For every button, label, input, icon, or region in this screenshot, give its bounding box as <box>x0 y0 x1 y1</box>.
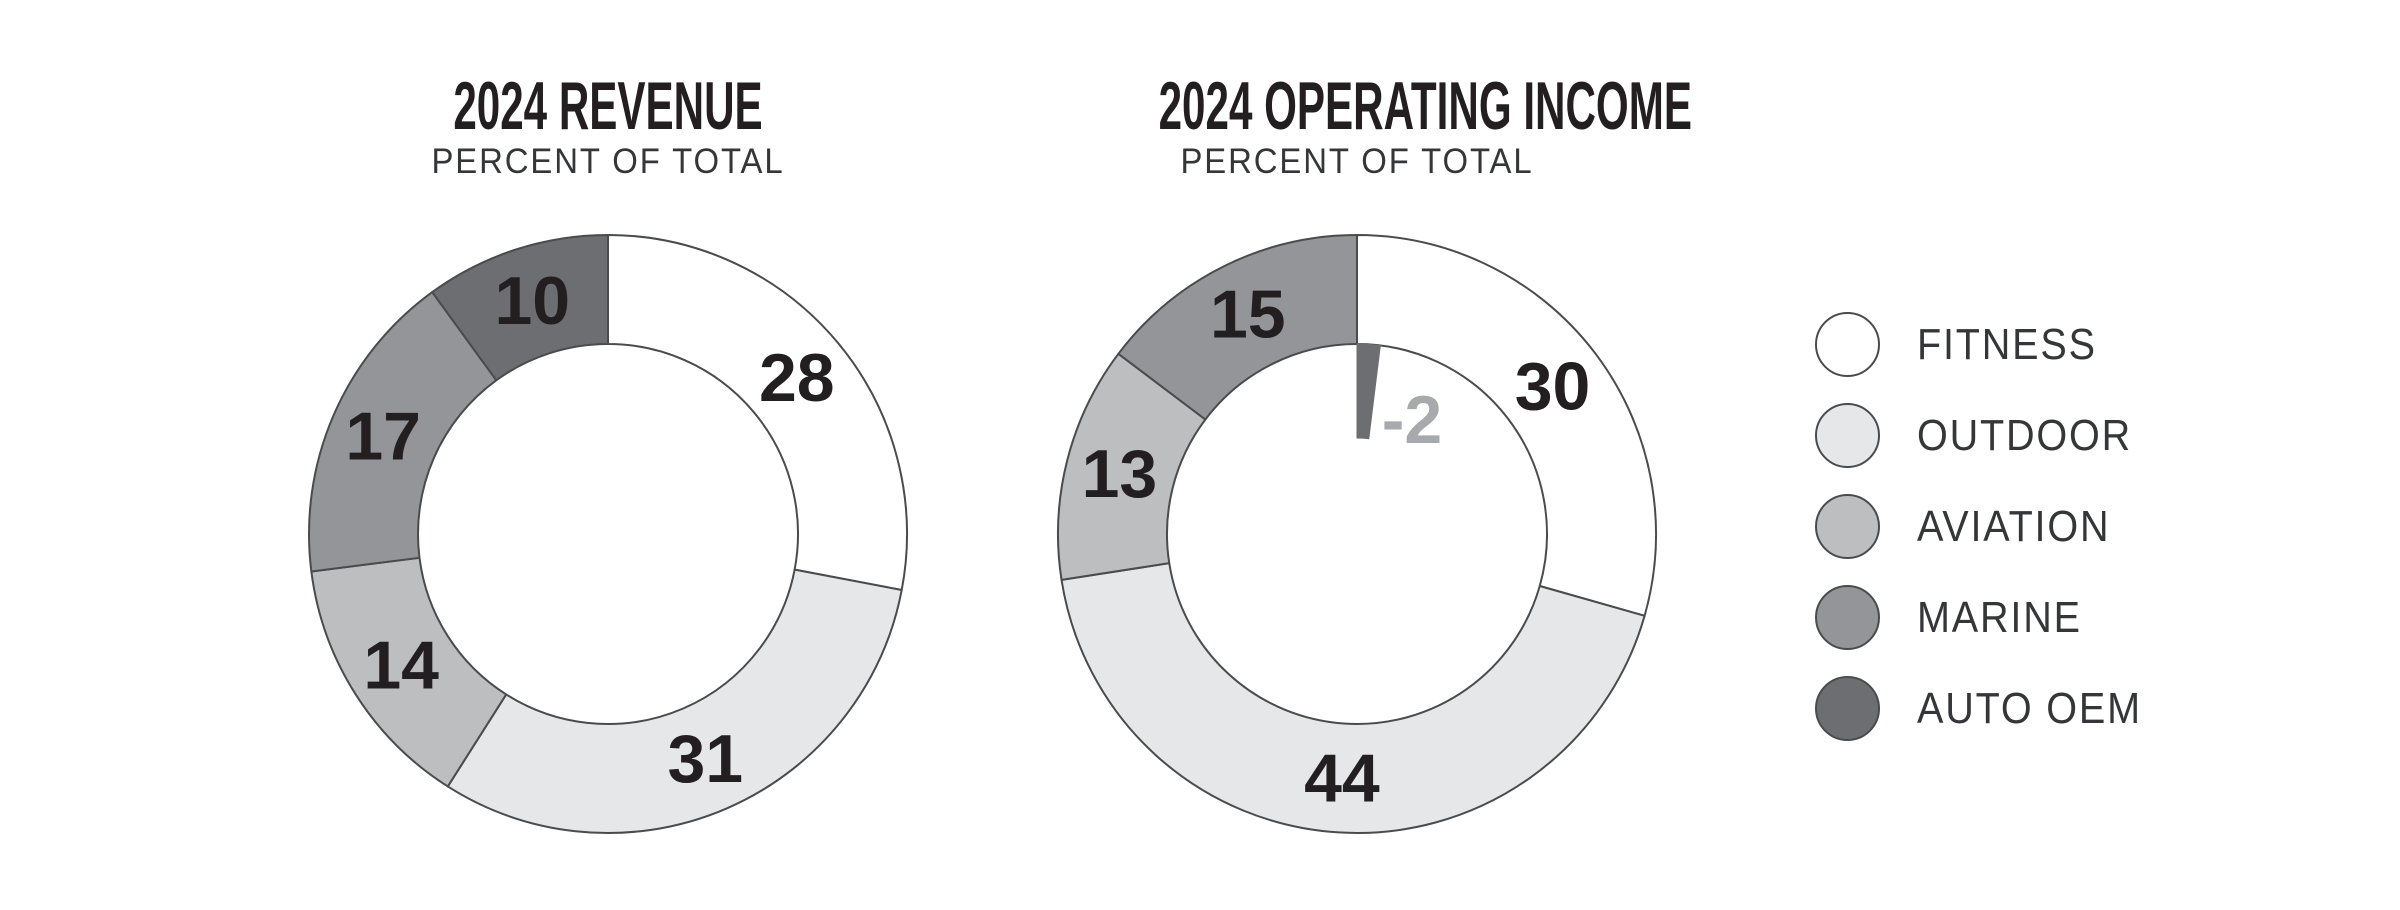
operating-income-chart-subtitle: PERCENT OF TOTAL <box>1180 142 1534 181</box>
legend-label: AVIATION <box>1917 501 2111 551</box>
legend-label: FITNESS <box>1917 319 2097 369</box>
slice-value-label: 30 <box>1515 348 1591 424</box>
revenue-chart-title: 2024 REVENUE <box>453 68 763 144</box>
slice-value-label: -2 <box>1382 382 1442 458</box>
slice-value-label: 13 <box>1082 436 1158 512</box>
slice-value-label: 17 <box>345 399 421 475</box>
slice-outdoor <box>446 568 903 834</box>
slice-outdoor <box>1060 562 1646 834</box>
legend-item-marine: MARINE <box>1815 585 2167 650</box>
slice-value-label: 31 <box>667 721 743 797</box>
slice-marine <box>308 291 498 573</box>
slice-auto-oem <box>431 234 609 382</box>
operating-income-chart-title: 2024 OPERATING INCOME <box>1158 68 1692 144</box>
aviation-swatch-icon <box>1815 494 1880 559</box>
revenue-donut-chart: 28 31 14 17 10 <box>308 234 908 834</box>
slice-fitness <box>1356 234 1657 617</box>
legend-item-aviation: AVIATION <box>1815 494 2167 559</box>
operating-income-donut-chart: 30 44 13 15 -2 <box>1057 234 1657 834</box>
fitness-swatch-icon <box>1815 312 1880 377</box>
marine-swatch-icon <box>1815 585 1880 650</box>
segment-legend: FITNESS OUTDOOR AVIATION MARINE AUTO OEM <box>1815 312 2167 741</box>
slice-negative-auto-oem <box>1356 343 1381 440</box>
legend-label: OUTDOOR <box>1917 410 2133 460</box>
legend-item-fitness: FITNESS <box>1815 312 2167 377</box>
legend-item-outdoor: OUTDOOR <box>1815 403 2167 468</box>
revenue-chart-subtitle: PERCENT OF TOTAL <box>431 142 785 181</box>
slice-fitness <box>607 234 908 592</box>
slice-value-label: 14 <box>363 627 439 703</box>
slice-marine <box>1117 234 1358 421</box>
slice-value-label: 15 <box>1210 277 1286 353</box>
legend-label: AUTO OEM <box>1917 683 2142 733</box>
auto-oem-swatch-icon <box>1815 676 1880 741</box>
slice-value-label: 28 <box>759 340 835 416</box>
slice-value-label: 44 <box>1304 741 1380 817</box>
slice-value-label: 10 <box>494 263 570 339</box>
outdoor-swatch-icon <box>1815 403 1880 468</box>
legend-label: MARINE <box>1917 592 2082 642</box>
legend-item-auto-oem: AUTO OEM <box>1815 676 2167 741</box>
